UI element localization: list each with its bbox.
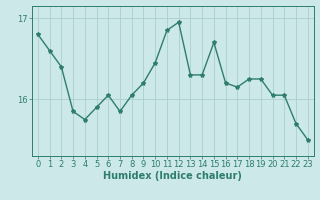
X-axis label: Humidex (Indice chaleur): Humidex (Indice chaleur) [103,171,242,181]
